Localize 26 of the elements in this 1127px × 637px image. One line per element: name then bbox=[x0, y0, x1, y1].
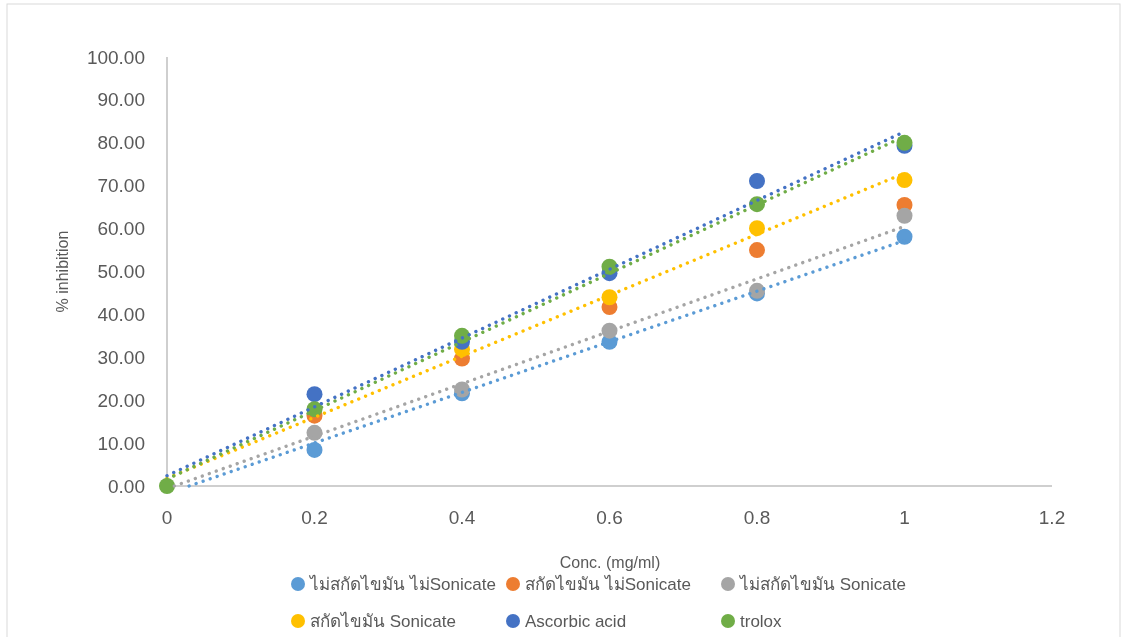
y-axis-title: % inhibition bbox=[53, 230, 71, 313]
x-tick-label: 1 bbox=[899, 506, 910, 528]
legend-label: ไม่สกัดไขมัน Sonicate bbox=[740, 574, 906, 594]
x-tick-label: 0 bbox=[161, 506, 173, 528]
x-tick-label: 0.6 bbox=[596, 506, 623, 528]
y-tick-label: 20.00 bbox=[97, 389, 145, 411]
legend-label: สกัดไขมัน ไม่Sonicate bbox=[525, 574, 691, 594]
x-tick-label: 0.4 bbox=[448, 506, 476, 528]
y-tick-label: 50.00 bbox=[97, 261, 145, 282]
x-axis-title: Conc. (mg/ml) bbox=[559, 553, 661, 571]
y-tick-label: 100.00 bbox=[86, 46, 145, 68]
y-tick-label: 60.00 bbox=[97, 218, 145, 240]
y-tick-label: 0.00 bbox=[108, 475, 145, 497]
legend-label: ไม่สกัดไขมัน ไม่Sonicate bbox=[310, 574, 496, 594]
x-tick-label: 0.2 bbox=[301, 506, 328, 528]
y-tick-label: 40.00 bbox=[97, 303, 145, 325]
y-tick-label: 90.00 bbox=[97, 89, 145, 111]
legend-label: สกัดไขมัน Sonicate bbox=[310, 611, 456, 631]
y-tick-label: 10.00 bbox=[97, 432, 145, 454]
y-tick-label: 70.00 bbox=[97, 175, 145, 197]
y-tick-label: 80.00 bbox=[97, 132, 145, 154]
x-tick-label: 0.8 bbox=[743, 506, 771, 528]
legend-label: trolox bbox=[740, 611, 782, 631]
x-tick-label: 1.2 bbox=[1038, 506, 1066, 528]
legend-label: Ascorbic acid bbox=[525, 611, 627, 631]
y-tick-label: 30.00 bbox=[97, 346, 145, 368]
